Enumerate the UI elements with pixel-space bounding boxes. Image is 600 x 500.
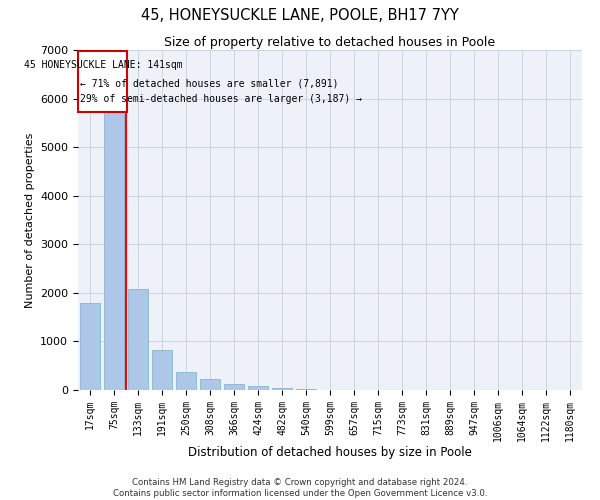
Bar [224, 384, 244, 390]
Text: 45, HONEYSUCKLE LANE, POOLE, BH17 7YY: 45, HONEYSUCKLE LANE, POOLE, BH17 7YY [141, 8, 459, 22]
Bar [104, 108, 124, 390]
Bar [248, 386, 268, 390]
X-axis label: Distribution of detached houses by size in Poole: Distribution of detached houses by size … [188, 446, 472, 460]
Bar [200, 379, 220, 390]
Bar [296, 388, 316, 390]
Text: ← 71% of detached houses are smaller (7,891): ← 71% of detached houses are smaller (7,… [80, 78, 339, 88]
Bar [80, 302, 100, 390]
Text: 45 HONEYSUCKLE LANE: 141sqm: 45 HONEYSUCKLE LANE: 141sqm [23, 60, 182, 70]
Bar [176, 372, 196, 390]
Bar [152, 350, 172, 390]
Y-axis label: Number of detached properties: Number of detached properties [25, 132, 35, 308]
FancyBboxPatch shape [79, 51, 127, 112]
Bar [128, 289, 148, 390]
Text: Contains HM Land Registry data © Crown copyright and database right 2024.
Contai: Contains HM Land Registry data © Crown c… [113, 478, 487, 498]
Text: 29% of semi-detached houses are larger (3,187) →: 29% of semi-detached houses are larger (… [80, 94, 362, 104]
Title: Size of property relative to detached houses in Poole: Size of property relative to detached ho… [164, 36, 496, 49]
Bar [272, 388, 292, 390]
